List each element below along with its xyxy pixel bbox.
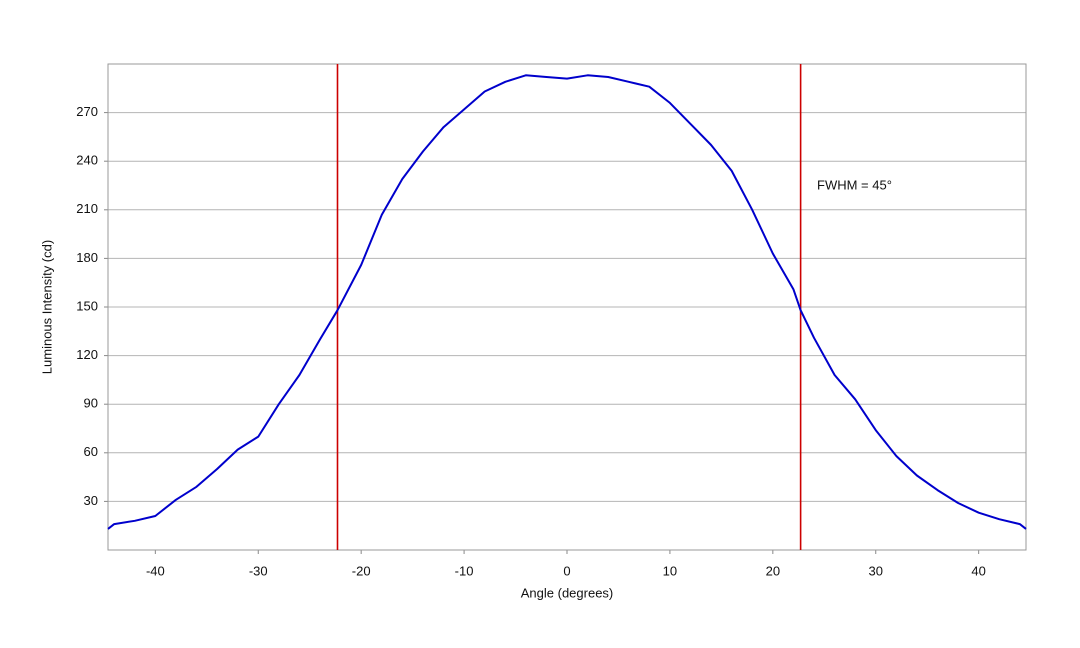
x-tick-label: -40 bbox=[146, 563, 165, 578]
y-tick-label: 90 bbox=[84, 396, 98, 411]
x-axis-label: Angle (degrees) bbox=[521, 585, 614, 600]
y-tick-label: 180 bbox=[76, 250, 98, 265]
y-tick-label: 60 bbox=[84, 444, 98, 459]
annotation: FWHM = 45° bbox=[817, 177, 892, 192]
x-tick-label: -30 bbox=[249, 563, 268, 578]
y-axis-label: Luminous Intensity (cd) bbox=[39, 240, 54, 374]
series-line bbox=[107, 74, 1027, 530]
x-tick-label: 30 bbox=[869, 563, 883, 578]
y-tick-label: 120 bbox=[76, 347, 98, 362]
y-tick-label: 270 bbox=[76, 104, 98, 119]
y-tick-label: 30 bbox=[84, 493, 98, 508]
x-tick-label: 10 bbox=[663, 563, 677, 578]
x-tick-label: 40 bbox=[971, 563, 985, 578]
x-tick-label: 0 bbox=[563, 563, 570, 578]
x-tick-label: -10 bbox=[455, 563, 474, 578]
x-tick-label: 20 bbox=[766, 563, 780, 578]
plot-frame bbox=[107, 63, 1027, 551]
y-tick-label: 210 bbox=[76, 201, 98, 216]
x-tick-label: -20 bbox=[352, 563, 371, 578]
y-tick-label: 240 bbox=[76, 153, 98, 168]
y-tick-label: 150 bbox=[76, 298, 98, 313]
